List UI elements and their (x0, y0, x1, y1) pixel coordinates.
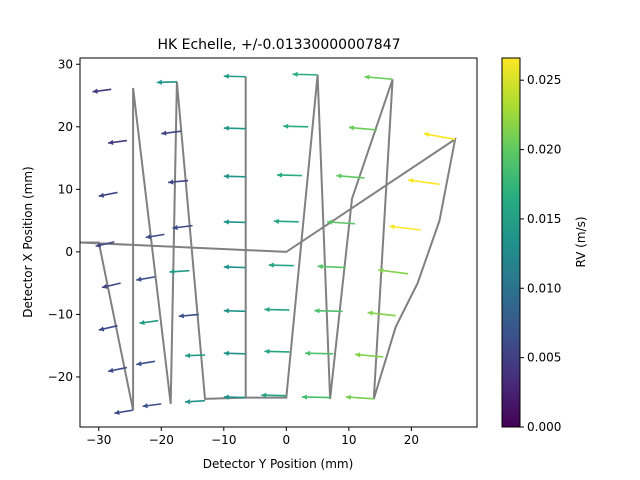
rv-arrow (367, 310, 396, 317)
plot-frame (79, 57, 478, 428)
rv-arrows (92, 71, 456, 415)
rv-arrow (264, 306, 290, 313)
rv-arrow (273, 218, 299, 224)
rv-arrow (408, 178, 440, 186)
rv-arrow (301, 394, 331, 400)
chart-title: HK Echelle, +/-0.01330000007847 (157, 37, 400, 53)
x-tick-label: −30 (86, 433, 111, 447)
rv-arrow (345, 394, 374, 400)
y-tick-label: −10 (48, 307, 73, 321)
rv-arrow (292, 71, 318, 77)
rv-arrow (264, 348, 290, 355)
rv-arrow (114, 409, 134, 415)
x-tick-label: 20 (404, 433, 419, 447)
rv-arrow (223, 350, 246, 356)
rv-arrow (98, 191, 118, 198)
rv-arrow (136, 276, 156, 282)
rv-arrow (136, 360, 156, 367)
colorbar-tick-label: 0.025 (527, 73, 561, 87)
rv-arrow (423, 132, 456, 141)
rv-arrow (317, 263, 346, 270)
rv-arrow (145, 233, 165, 240)
colorbar-tick-label: 0.005 (527, 351, 561, 365)
colorbar-ticks: 0.000 0.005 0.010 0.015 0.020 0.025 (520, 73, 561, 434)
colorbar-tick-label: 0.010 (527, 281, 561, 295)
y-axis-label: Detector X Position (mm) (21, 166, 35, 317)
rv-arrow (348, 125, 378, 131)
rv-arrow (185, 352, 206, 359)
rv-arrow (223, 219, 246, 225)
rv-arrow (389, 224, 421, 231)
rv-arrow (108, 139, 127, 145)
y-tick-label: 0 (65, 245, 73, 259)
x-tick-label: −20 (149, 433, 174, 447)
colorbar-tick-label: 0.015 (527, 212, 561, 226)
rv-arrow (223, 264, 246, 270)
rv-arrow (305, 350, 334, 356)
rv-arrow (223, 125, 246, 131)
colorbar-label: RV (m/s) (574, 216, 588, 267)
rv-arrow (223, 394, 246, 400)
rv-arrow (101, 282, 121, 289)
rv-arrow (92, 88, 112, 94)
rv-arrow (283, 123, 309, 129)
rv-arrow (142, 403, 162, 409)
rv-arrow (223, 308, 246, 314)
y-tick-label: −20 (48, 370, 73, 384)
chip-outline-path (79, 74, 457, 411)
x-tick-label: 10 (341, 433, 356, 447)
rv-arrow (326, 219, 356, 225)
colorbar-tick-label: 0.020 (527, 143, 561, 157)
rv-arrow (314, 308, 343, 314)
colorbar-tick-label: 0.000 (527, 420, 561, 434)
rv-arrow (178, 313, 199, 319)
rv-arrow (223, 173, 246, 179)
rv-arrow (276, 172, 302, 178)
rv-arrow (184, 399, 206, 405)
x-axis-ticks: −30 −20 −10 0 10 20 (86, 427, 419, 447)
colorbar: 0.000 0.005 0.010 0.015 0.020 0.025 RV (m/s) (501, 57, 588, 434)
rv-arrow (336, 173, 365, 179)
y-tick-label: 30 (58, 57, 73, 71)
rv-arrow (169, 268, 190, 275)
rv-arrow (364, 74, 393, 81)
y-axis-ticks: −20 −10 0 10 20 30 (48, 57, 80, 384)
x-tick-label: −10 (211, 433, 236, 447)
rv-arrow (268, 262, 294, 268)
rv-arrow (95, 241, 115, 248)
rv-arrow (156, 79, 177, 85)
colorbar-gradient (501, 57, 521, 428)
rv-arrow (139, 319, 159, 326)
rv-arrow (168, 179, 189, 185)
rv-arrow (161, 130, 182, 136)
y-tick-label: 10 (58, 182, 73, 196)
rv-arrow (378, 268, 409, 275)
x-tick-label: 0 (282, 433, 290, 447)
rv-arrow (107, 366, 128, 373)
rv-arrow (355, 352, 384, 358)
rv-arrow (261, 392, 287, 398)
rv-arrow (223, 73, 246, 79)
x-axis-label: Detector Y Position (mm) (203, 457, 354, 471)
rv-arrow (98, 324, 118, 332)
rv-arrow (172, 224, 193, 231)
plot-area (79, 57, 478, 428)
y-tick-label: 20 (58, 120, 73, 134)
